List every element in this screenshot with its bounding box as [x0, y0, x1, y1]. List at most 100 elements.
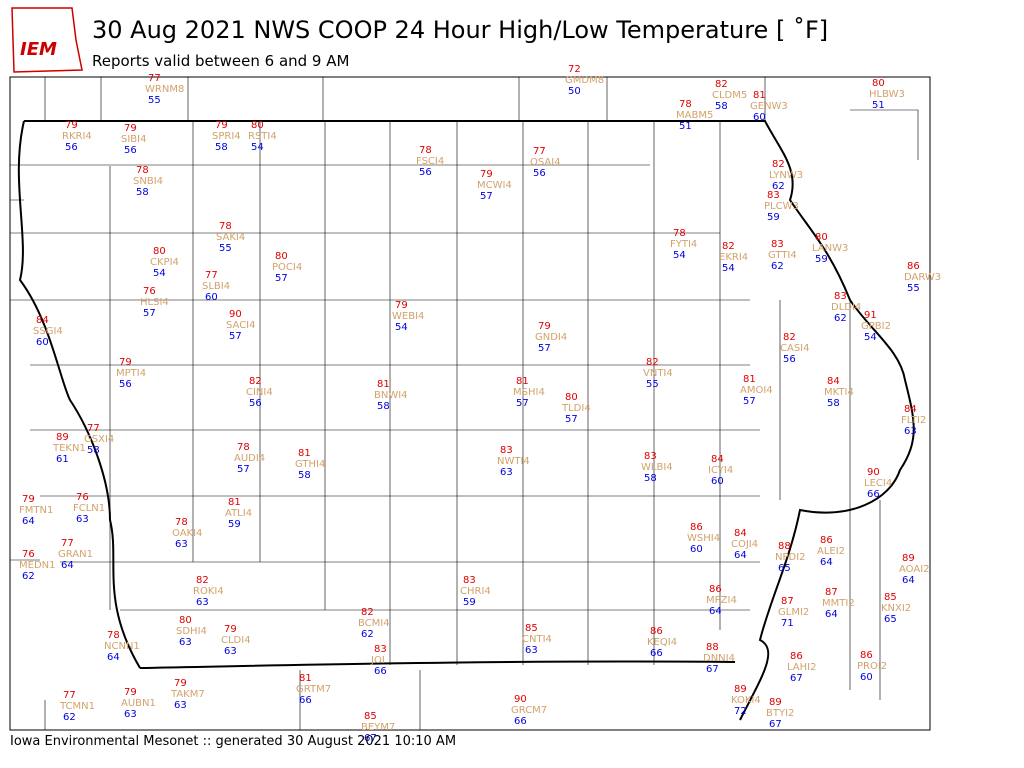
station-low: 66 — [299, 695, 312, 706]
station-id: COJI4 — [731, 539, 758, 550]
station-low: 63 — [179, 637, 192, 648]
station-high: 79 — [538, 321, 551, 332]
station-id: WSHI4 — [687, 533, 720, 544]
station-id: SPRI4 — [212, 131, 241, 142]
station-high: 77 — [87, 423, 100, 434]
station-id: SLBI4 — [202, 281, 230, 292]
station-low: 58 — [215, 142, 228, 153]
station-high: 81 — [377, 379, 390, 390]
station-low: 71 — [781, 618, 794, 629]
station-high: 86 — [650, 626, 663, 637]
station-low: 65 — [778, 563, 791, 574]
station-high: 89 — [769, 697, 782, 708]
station-high: 86 — [907, 261, 920, 272]
station-id: GLMI2 — [778, 607, 809, 618]
station-low: 67 — [769, 719, 782, 730]
station-high: 85 — [364, 711, 377, 722]
station-low: 64 — [61, 560, 74, 571]
station-low: 56 — [119, 379, 132, 390]
county-lines — [10, 77, 919, 730]
station-high: 88 — [778, 541, 791, 552]
station-high: 78 — [679, 99, 692, 110]
station-high: 86 — [690, 522, 703, 533]
station-low: 60 — [205, 292, 218, 303]
station-low: 54 — [722, 263, 735, 274]
station-low: 58 — [87, 445, 100, 456]
station-low: 57 — [516, 398, 529, 409]
station-id: SACI4 — [226, 320, 256, 331]
station-low: 58 — [644, 473, 657, 484]
station-low: 60 — [860, 672, 873, 683]
station-id: GPBI2 — [861, 321, 891, 332]
station-low: 56 — [124, 145, 137, 156]
station-high: 79 — [65, 120, 78, 131]
station-high: 82 — [772, 159, 785, 170]
station-low: 59 — [228, 519, 241, 530]
station-id: MCWI4 — [477, 180, 512, 191]
station-high: 80 — [153, 246, 166, 257]
station-id: EKRI4 — [719, 252, 748, 263]
station-low: 66 — [867, 489, 880, 500]
station-id: CASI4 — [780, 343, 809, 354]
station-high: 76 — [76, 492, 89, 503]
station-id: DARW3 — [904, 272, 941, 283]
station-low: 63 — [196, 597, 209, 608]
station-high: 89 — [56, 432, 69, 443]
station-id: SNBI4 — [133, 176, 163, 187]
station-id: ALEI2 — [817, 546, 845, 557]
station-low: 55 — [646, 379, 659, 390]
station-high: 77 — [61, 538, 74, 549]
station-high: 80 — [815, 232, 828, 243]
station-id: AUDI4 — [234, 453, 265, 464]
station-id: BNWI4 — [374, 390, 408, 401]
station-id: KOKI4 — [731, 695, 761, 706]
station-low: 64 — [825, 609, 838, 620]
station-id: LANW3 — [812, 243, 848, 254]
station-id: GRAN1 — [58, 549, 93, 560]
station-high: 83 — [644, 451, 657, 462]
station-id: FCLN1 — [73, 503, 105, 514]
station-id: FMTN1 — [19, 505, 53, 516]
station-id: OAKI4 — [172, 528, 202, 539]
station-low: 50 — [568, 86, 581, 97]
station-high: 84 — [36, 315, 49, 326]
station-high: 86 — [790, 651, 803, 662]
station-id: POCI4 — [272, 262, 302, 273]
subtitle: Reports valid between 6 and 9 AM — [92, 52, 349, 70]
station-low: 59 — [463, 597, 476, 608]
station-low: 55 — [907, 283, 920, 294]
station-high: 78 — [673, 228, 686, 239]
station-id: AOAI2 — [899, 564, 930, 575]
station-low: 64 — [902, 575, 915, 586]
station-high: 89 — [902, 553, 915, 564]
station-high: 78 — [136, 165, 149, 176]
station-high: 76 — [22, 549, 35, 560]
station-id: LYNW3 — [769, 170, 803, 181]
station-high: 84 — [827, 376, 840, 387]
station-id: LECI4 — [864, 478, 892, 489]
station-low: 62 — [63, 712, 76, 723]
station-high: 79 — [215, 120, 228, 131]
station-low: 51 — [872, 100, 885, 111]
station-id: CLDI4 — [221, 635, 251, 646]
station-high: 83 — [500, 445, 513, 456]
station-low: 58 — [377, 401, 390, 412]
station-high: 78 — [237, 442, 250, 453]
stations: 77WRNM85572GMDM85082CLDM55881GENW36080HL… — [19, 64, 941, 744]
station-low: 57 — [538, 343, 551, 354]
station-low: 54 — [153, 268, 166, 279]
station-high: 83 — [834, 291, 847, 302]
station-id: MKTI4 — [824, 387, 854, 398]
station-low: 58 — [298, 470, 311, 481]
station-low: 59 — [767, 212, 780, 223]
station-id: ROKI4 — [193, 586, 224, 597]
station-high: 78 — [419, 145, 432, 156]
station-high: 80 — [872, 78, 885, 89]
station-high: 90 — [514, 694, 527, 705]
station-id: FSCI4 — [416, 156, 444, 167]
station-low: 54 — [673, 250, 686, 261]
station-high: 84 — [904, 404, 917, 415]
station-id: ICYI4 — [708, 465, 733, 476]
station-high: 83 — [463, 575, 476, 586]
station-id: NWTI4 — [497, 456, 530, 467]
